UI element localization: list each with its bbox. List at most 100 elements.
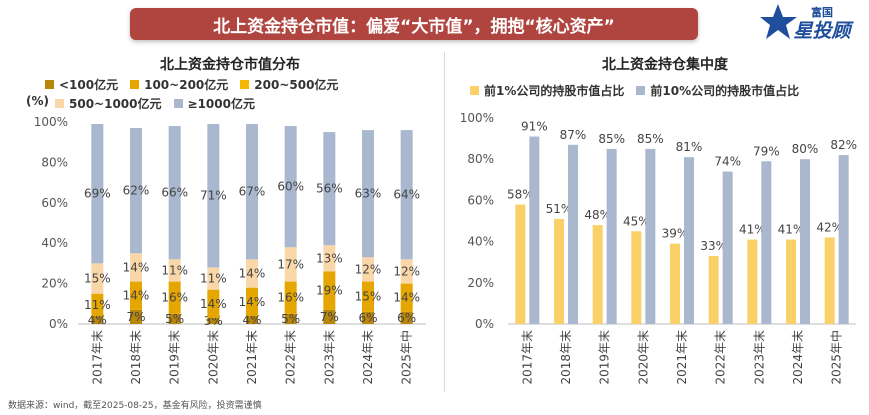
swatch-100-200 — [130, 80, 140, 89]
data-label: 16% — [277, 291, 304, 305]
bar-segment — [168, 126, 181, 260]
legend-label: 200~500亿元 — [254, 78, 339, 92]
bar-segment — [130, 128, 142, 254]
bar — [747, 239, 758, 324]
data-label: 14% — [123, 289, 150, 303]
data-label: 17% — [277, 257, 304, 271]
bar-segment — [323, 309, 336, 324]
bar-segment — [400, 130, 413, 260]
bar-segment — [91, 293, 104, 316]
data-label: 87% — [560, 128, 587, 142]
data-label: 19% — [316, 284, 343, 298]
left-chart: 0%20%40%60%80%100%4%11%15%69%2017年末7%14%… — [34, 115, 426, 385]
bar-segment — [168, 281, 181, 314]
data-label: 63% — [355, 187, 382, 201]
bar-segment — [362, 311, 374, 324]
y-tick-label: 100% — [34, 115, 68, 129]
bar-segment — [400, 259, 413, 284]
x-tick-label: 2023年末 — [322, 330, 336, 385]
bar-segment — [130, 281, 142, 310]
legend-item-top1: 前1%公司的持股市值占比 — [470, 82, 624, 99]
swatch-top1 — [470, 86, 479, 95]
legend-label: <100亿元 — [59, 78, 119, 92]
legend-item-gte1000: ≥1000亿元 — [173, 95, 255, 112]
bar-segment — [323, 132, 336, 246]
data-label: 85% — [598, 132, 625, 146]
brand-logo: 富国 星投顾 — [760, 4, 854, 42]
data-label: 67% — [239, 185, 266, 199]
data-label: 6% — [397, 311, 416, 325]
bar-segment — [284, 281, 297, 314]
data-label: 91% — [521, 120, 548, 134]
bar-segment — [284, 126, 297, 248]
bar — [761, 161, 772, 324]
data-label: 51% — [546, 202, 573, 216]
bar-segment — [362, 130, 374, 258]
data-label: 7% — [126, 310, 145, 324]
data-label: 56% — [316, 182, 343, 196]
data-label: 42% — [816, 220, 843, 234]
bar-segment — [91, 263, 104, 294]
data-label: 66% — [161, 186, 188, 200]
bar-segment — [91, 124, 104, 264]
data-label: 33% — [700, 239, 727, 253]
data-label: 41% — [739, 223, 766, 237]
bar-segment — [207, 124, 220, 268]
data-label: 11% — [84, 298, 111, 312]
data-label: 71% — [200, 189, 227, 203]
data-label: 14% — [393, 291, 420, 305]
data-label: 80% — [792, 142, 819, 156]
bar — [684, 157, 694, 324]
unit-label: (%) — [26, 94, 49, 108]
legend-item-500-1000: 500~1000亿元 — [55, 95, 162, 112]
data-label: 12% — [355, 262, 382, 276]
bar — [568, 144, 578, 324]
bar-segment — [130, 253, 142, 282]
x-tick-label: 2017年末 — [90, 330, 104, 385]
data-label: 15% — [355, 290, 382, 304]
data-label: 5% — [281, 312, 300, 326]
bar — [670, 243, 680, 324]
y-tick-label: 100% — [460, 111, 494, 125]
data-label: 64% — [393, 188, 420, 202]
bar — [838, 155, 849, 324]
data-label: 5% — [165, 312, 184, 326]
legend-item-100-200: 100~200亿元 — [130, 76, 228, 93]
swatch-200-500 — [240, 80, 250, 89]
bar-segment — [284, 313, 297, 324]
data-label: 62% — [123, 184, 150, 198]
data-label: 45% — [623, 214, 650, 228]
data-label: 48% — [584, 208, 611, 222]
bar — [554, 218, 564, 324]
x-tick-label: 2024年末 — [791, 330, 805, 385]
bar-segment — [400, 311, 413, 324]
x-tick-label: 2020年末 — [636, 330, 650, 385]
x-tick-label: 2025年中 — [829, 330, 844, 385]
legend-label: 前1%公司的持股市值占比 — [484, 84, 625, 98]
bar-segment — [246, 259, 258, 288]
legend-item-200-500: 200~500亿元 — [240, 76, 338, 93]
x-tick-label: 2022年末 — [284, 330, 298, 385]
data-label: 14% — [239, 267, 266, 281]
data-label: 12% — [393, 264, 420, 278]
legend-item-lt100: <100亿元 — [45, 76, 118, 93]
swatch-lt100 — [45, 80, 54, 89]
swatch-500-1000 — [55, 99, 64, 108]
y-tick-label: 0% — [475, 317, 494, 331]
source-note: 数据来源：wind，截至2025-08-25，基金有风险，投资需谨慎 — [8, 401, 262, 411]
data-label: 41% — [778, 223, 805, 237]
data-label: 74% — [714, 155, 741, 169]
data-label: 85% — [637, 132, 664, 146]
x-tick-label: 2021年末 — [245, 330, 259, 385]
left-legend-row-2: 500~1000亿元 ≥1000亿元 — [55, 95, 267, 112]
data-label: 14% — [200, 297, 227, 311]
bar — [529, 136, 540, 324]
legend-label: 100~200亿元 — [144, 78, 229, 92]
x-tick-label: 2018年末 — [129, 330, 143, 385]
x-tick-label: 2022年末 — [714, 330, 728, 385]
y-tick-label: 80% — [467, 152, 494, 166]
legend-item-top10: 前10%公司的持股市值占比 — [636, 82, 799, 99]
data-label: 82% — [830, 138, 857, 152]
bar-segment — [168, 259, 181, 282]
data-label: 16% — [161, 291, 188, 305]
